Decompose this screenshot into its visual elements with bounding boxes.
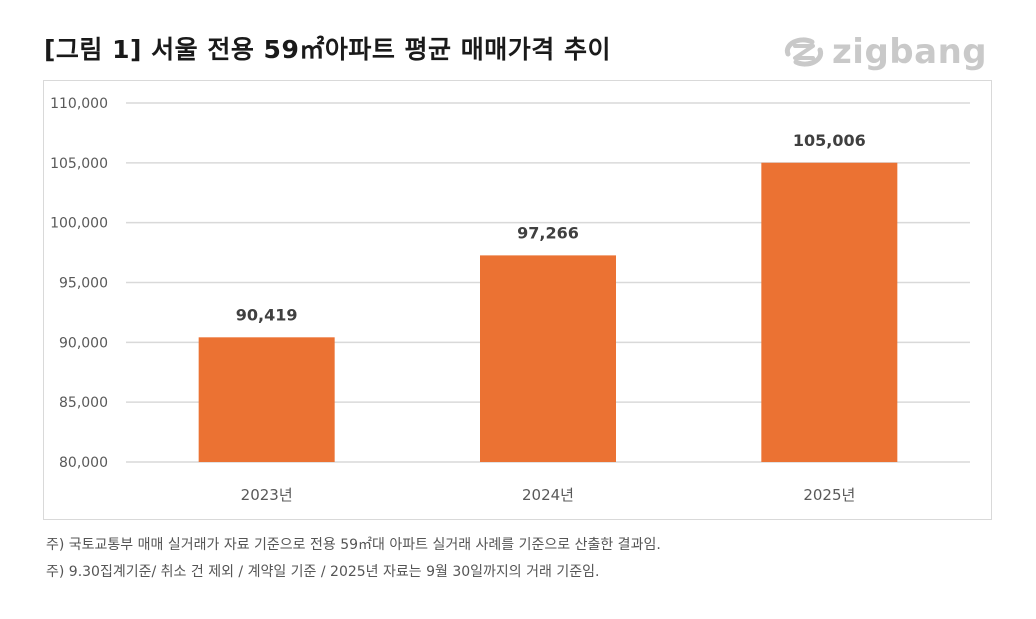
data-label: 90,419 [236,305,298,324]
y-tick-label: 90,000 [59,335,108,351]
x-tick-label: 2025년 [803,486,855,504]
bar [198,337,335,462]
logo-wordmark: zigbang [832,32,988,72]
y-tick-label: 80,000 [59,455,108,471]
footnote-1: 주) 국토교통부 매매 실거래가 자료 기준으로 전용 59㎡대 아파트 실거래… [46,537,661,553]
bar [761,162,898,462]
y-tick-label: 100,000 [50,216,108,232]
x-tick-label: 2024년 [522,486,574,504]
footnotes: 주) 국토교통부 매매 실거래가 자료 기준으로 전용 59㎡대 아파트 실거래… [46,532,661,586]
x-tick-label: 2023년 [241,486,293,504]
y-tick-label: 85,000 [59,395,108,411]
bar-chart: 80,000 85,000 90,000 95,000 100,000 105,000 11… [50,96,970,504]
data-label: 97,266 [517,223,579,242]
chart-area: 80,000 85,000 90,000 95,000 100,000 105,000 11… [43,80,992,520]
brand-logo: zigbang [782,32,987,72]
data-label: 105,006 [793,131,866,150]
y-tick-label: 95,000 [59,276,108,292]
y-tick-label: 105,000 [50,156,108,172]
bar [480,255,616,462]
footnote-2: 주) 9.30집계기준/ 취소 건 제외 / 계약일 기준 / 2025년 자료… [46,564,600,580]
chart-title: [그림 1] 서울 전용 59㎡아파트 평균 매매가격 추이 [44,35,611,64]
y-tick-label: 110,000 [50,96,108,112]
zigbang-logo-icon [784,37,824,67]
